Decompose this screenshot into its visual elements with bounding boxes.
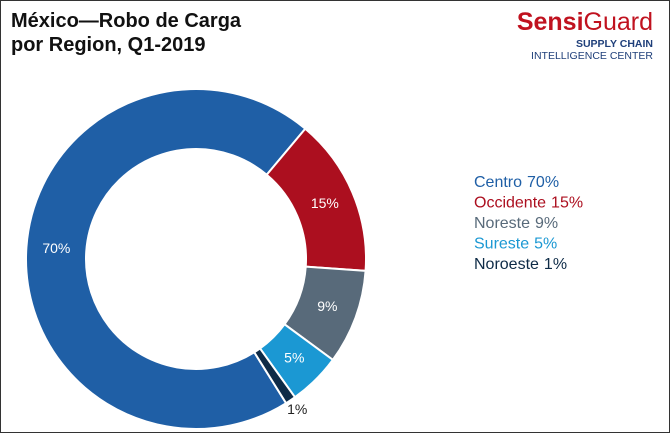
logo-brand-2: Guard: [584, 8, 653, 36]
slice-label: 1%: [287, 401, 307, 417]
legend-label: Occidente: [474, 195, 546, 212]
logo-brand-1: Sensi: [517, 8, 584, 36]
legend-value: 1%: [544, 256, 567, 273]
logo-line-2: INTELLIGENCE CENTER: [531, 50, 653, 62]
legend-entry: Sureste 5%: [474, 236, 557, 253]
legend-entry: Noroeste 1%: [474, 256, 567, 273]
legend-value: 70%: [527, 174, 559, 191]
logo-brand: SensiGuard: [517, 8, 653, 36]
legend-label: Sureste: [474, 236, 529, 253]
slice: [252, 347, 297, 405]
legend-label: Noroeste: [474, 256, 539, 273]
legend-entry: Noreste 9%: [474, 215, 558, 232]
slice-label: 5%: [284, 349, 304, 365]
slice-label: 70%: [42, 240, 70, 256]
legend-value: 5%: [534, 236, 557, 253]
legend-label: Noreste: [474, 215, 530, 232]
legend-value: 9%: [535, 215, 558, 232]
slice: [25, 88, 307, 430]
legend-entry: Occidente 15%: [474, 195, 583, 212]
slice-label: 15%: [311, 195, 339, 211]
legend-label: Centro: [474, 174, 522, 191]
legend-value: 15%: [551, 195, 583, 212]
logo-line-1: SUPPLY CHAIN: [576, 38, 653, 50]
legend-entry: Centro 70%: [474, 174, 559, 191]
chart-title: México—Robo de Carga por Region, Q1-2019: [11, 10, 242, 56]
slice-label: 9%: [317, 298, 337, 314]
